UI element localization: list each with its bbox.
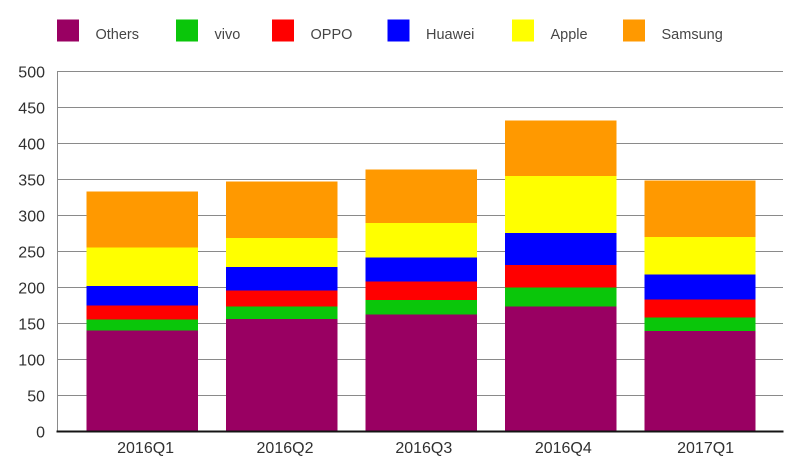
svg-text:Others: Others (96, 27, 140, 43)
svg-text:2016Q2: 2016Q2 (257, 440, 314, 457)
svg-text:400: 400 (18, 136, 45, 153)
svg-text:100: 100 (18, 352, 45, 369)
svg-text:250: 250 (18, 244, 45, 261)
svg-text:2016Q3: 2016Q3 (395, 440, 452, 457)
svg-text:350: 350 (18, 172, 45, 189)
svg-text:200: 200 (18, 280, 45, 297)
svg-text:0: 0 (36, 424, 45, 441)
svg-text:2017Q1: 2017Q1 (677, 440, 734, 457)
svg-text:500: 500 (18, 64, 45, 81)
svg-text:OPPO: OPPO (311, 27, 353, 43)
svg-text:450: 450 (18, 100, 45, 117)
svg-text:300: 300 (18, 208, 45, 225)
svg-text:2016Q1: 2016Q1 (117, 440, 174, 457)
svg-text:Samsung: Samsung (662, 27, 723, 43)
svg-text:2016Q4: 2016Q4 (535, 440, 592, 457)
svg-text:150: 150 (18, 316, 45, 333)
svg-text:50: 50 (27, 388, 45, 405)
svg-text:Apple: Apple (551, 27, 588, 43)
svg-text:vivo: vivo (215, 27, 241, 43)
svg-text:Huawei: Huawei (426, 27, 474, 43)
